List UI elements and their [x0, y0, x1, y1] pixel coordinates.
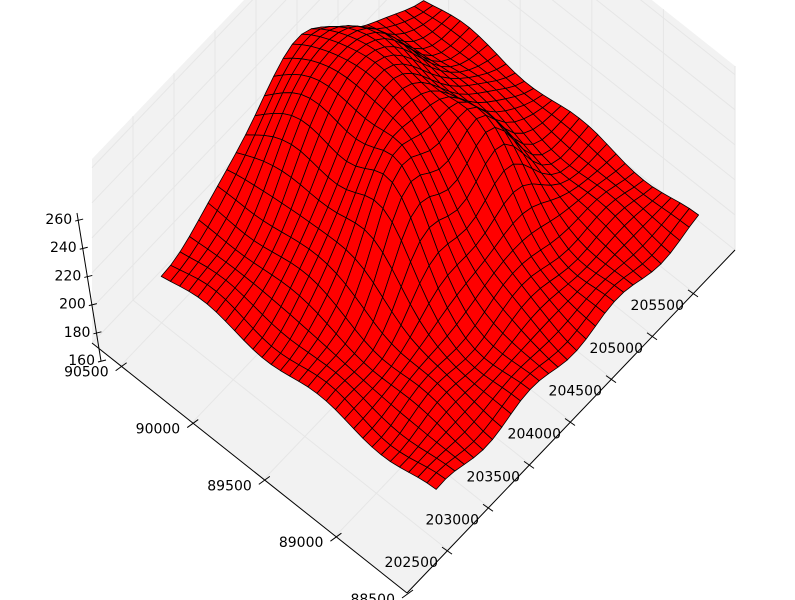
gridline-wall-z: [507, 0, 736, 181]
tick-labels: 202500 203000 203500 204000 204500 205000 2055…: [45, 212, 684, 600]
x-axis-line: [406, 249, 736, 594]
z-tick-mark: [88, 303, 97, 307]
x-tick-mark: [482, 503, 494, 512]
y-tick-label: 89000: [279, 535, 324, 551]
x-tick-label: 202500: [385, 555, 438, 571]
y-tick-label: 88500: [350, 592, 395, 600]
x-tick-mark: [605, 375, 617, 384]
z-tick-label: 180: [64, 325, 91, 341]
axes: [75, 212, 736, 599]
x-tick-mark: [564, 418, 576, 426]
x-tick-mark: [646, 332, 658, 341]
x-tick-label: 203000: [426, 512, 479, 528]
gridline-wall-z: [91, 0, 254, 169]
z-tick-label: 200: [59, 297, 86, 313]
x-tick-label: 205000: [590, 341, 643, 357]
y-tick-label: 90500: [64, 365, 109, 381]
gridline-wall-z: [91, 0, 321, 239]
z-tick-mark: [93, 331, 102, 335]
gridline-wall-z: [91, 0, 287, 204]
surface-facet: [426, 472, 446, 490]
x-tick-label: 204000: [508, 427, 561, 443]
y-tick-label: 89500: [207, 478, 252, 494]
gridline-wall-z: [551, 0, 736, 146]
surface-mesh: [160, 0, 699, 490]
y-tick-mark: [330, 532, 342, 542]
z-tick-mark: [84, 274, 93, 278]
z-tick-label: 260: [45, 212, 72, 228]
z-tick-mark: [75, 218, 84, 222]
x-tick-mark: [687, 289, 699, 298]
y-tick-mark: [401, 589, 414, 599]
y-tick-mark: [115, 362, 127, 372]
z-tick-mark: [97, 359, 107, 363]
gridline-floor-x: [132, 299, 449, 551]
gridline-wall-z: [639, 0, 736, 76]
z-tick-mark: [79, 246, 88, 250]
x-tick-mark: [523, 460, 535, 469]
y-tick-mark: [258, 475, 271, 485]
y-tick-mark: [186, 419, 199, 428]
gridline-wall-z: [91, 0, 354, 274]
z-tick-label: 220: [55, 268, 82, 284]
x-tick-label: 204500: [549, 384, 602, 400]
z-axis-line: [76, 212, 102, 362]
y-tick-label: 90000: [136, 422, 181, 438]
x-tick-label: 203500: [467, 469, 520, 485]
gridline-wall-z: [595, 0, 736, 111]
gridline-wall-z: [463, 0, 736, 216]
x-tick-label: 205500: [631, 298, 684, 314]
x-tick-mark: [441, 546, 453, 555]
y-axis-line: [91, 342, 408, 594]
z-tick-label: 160: [68, 353, 95, 369]
z-tick-label: 240: [50, 240, 77, 256]
